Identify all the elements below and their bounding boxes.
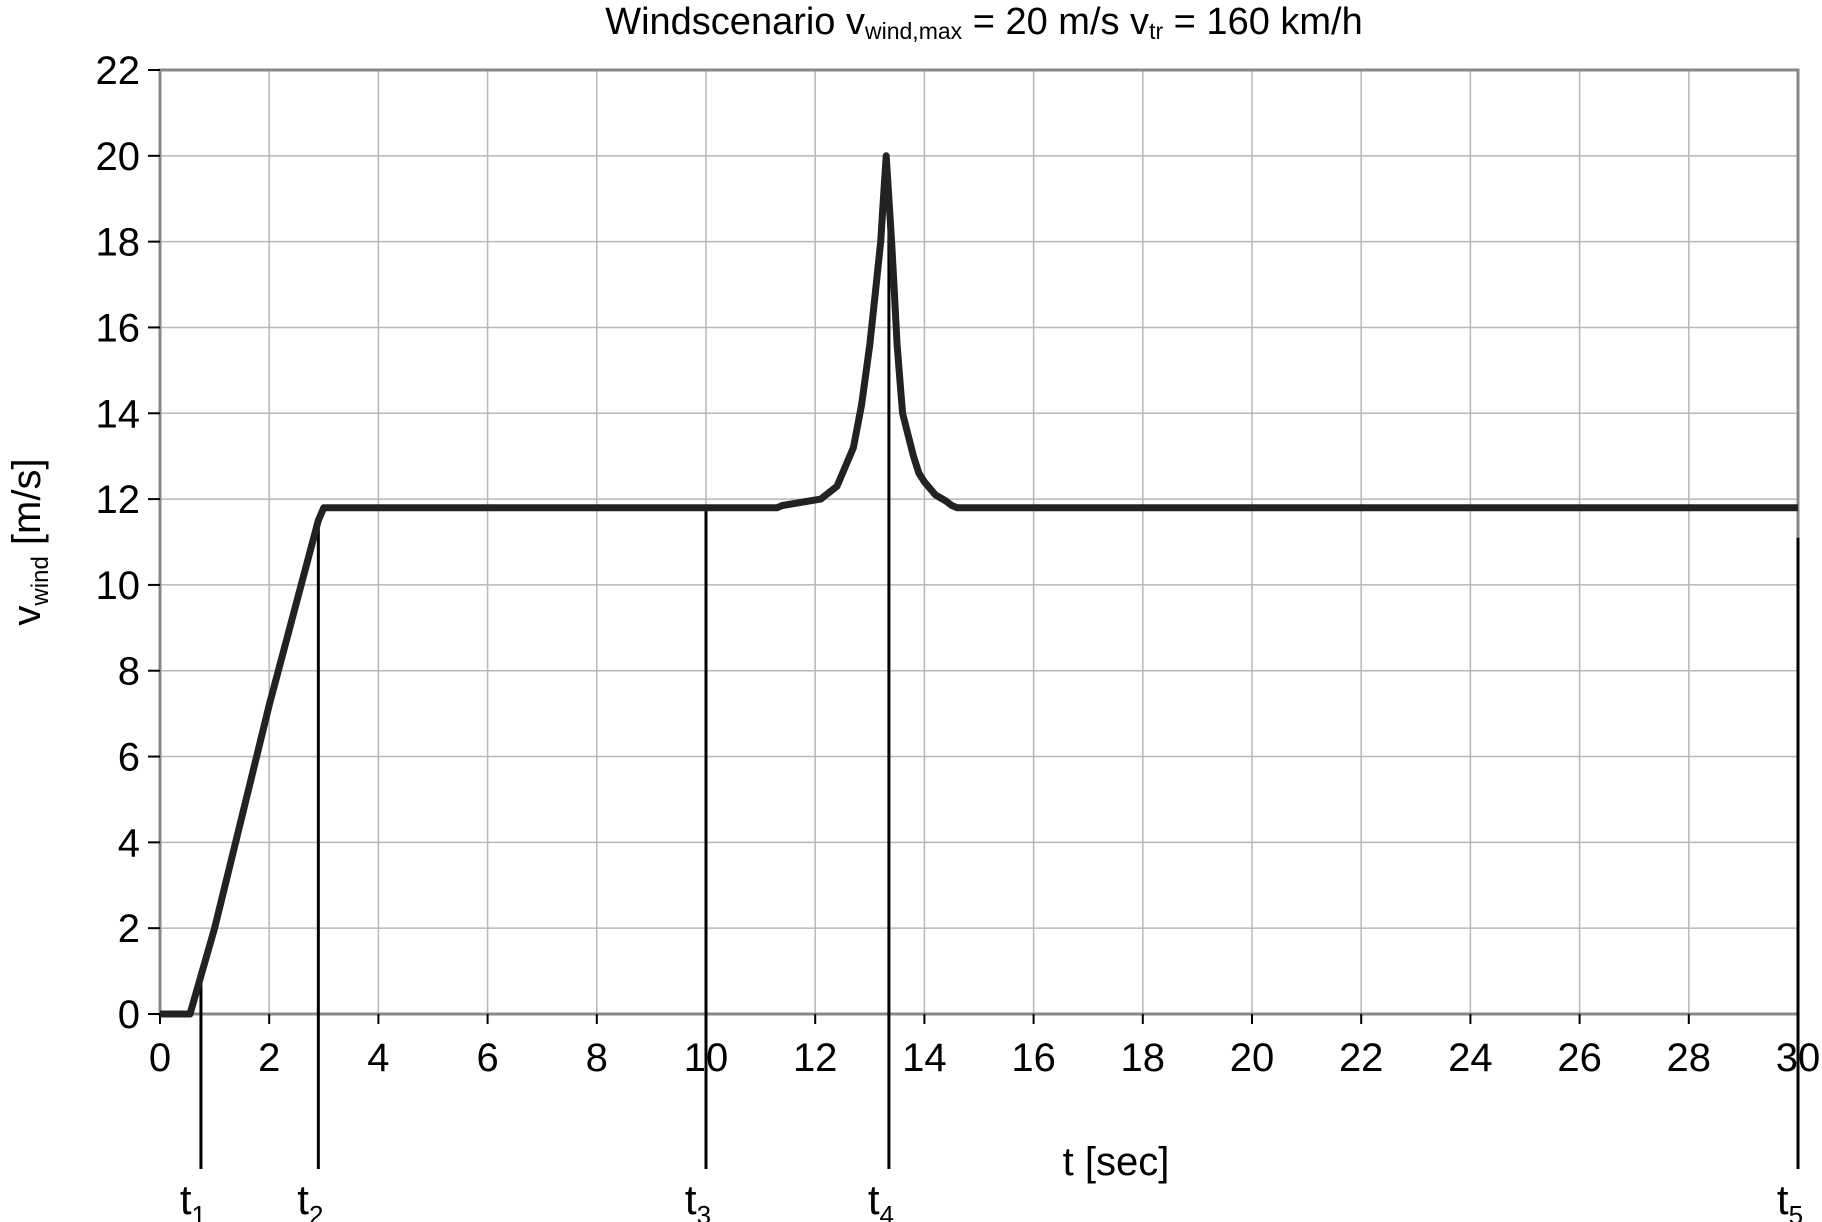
x-axis-ticks: 0 2 4 6 8 10 12 14 16 18 20 22 24 26 28 30	[149, 1014, 1820, 1080]
time-marker-label: t4	[868, 1176, 894, 1222]
time-marker-label: t1	[180, 1176, 206, 1222]
x-axis-label: t [sec]	[1063, 1140, 1170, 1184]
y-tick-label: 10	[96, 564, 141, 608]
time-marker-label: t3	[685, 1176, 711, 1222]
y-axis-label: vwind [m/s]	[5, 458, 54, 625]
y-tick-label: 0	[118, 993, 140, 1037]
y-tick-label: 2	[118, 907, 140, 951]
x-tick-label: 6	[476, 1036, 498, 1080]
time-marker-label: t5	[1777, 1176, 1803, 1222]
x-tick-label: 2	[258, 1036, 280, 1080]
x-tick-label: 14	[902, 1036, 947, 1080]
x-tick-label: 28	[1667, 1036, 1712, 1080]
x-tick-label: 8	[586, 1036, 608, 1080]
x-tick-label: 16	[1011, 1036, 1056, 1080]
y-tick-label: 18	[96, 221, 141, 265]
y-tick-label: 22	[96, 49, 141, 93]
x-tick-label: 0	[149, 1036, 171, 1080]
x-tick-label: 20	[1230, 1036, 1275, 1080]
y-tick-label: 16	[96, 306, 141, 350]
x-tick-label: 24	[1448, 1036, 1493, 1080]
plot-frame	[158, 68, 1800, 1016]
y-tick-label: 14	[96, 392, 141, 436]
chart-title: Windscenario vwind,max = 20 m/s vtr = 16…	[605, 1, 1363, 44]
y-axis-ticks: 0 2 4 6 8 10 12 14 16 18 20 22	[96, 49, 160, 1037]
y-tick-label: 6	[118, 736, 140, 780]
grid	[159, 69, 1799, 1015]
x-tick-label: 18	[1121, 1036, 1166, 1080]
x-tick-label: 22	[1339, 1036, 1384, 1080]
time-markers: t1 t2 t3 t4 t5	[180, 198, 1803, 1222]
y-tick-label: 8	[118, 650, 140, 694]
y-tick-label: 4	[118, 821, 140, 865]
x-tick-label: 26	[1557, 1036, 1602, 1080]
wind-speed-line	[160, 152, 1798, 1018]
x-tick-label: 12	[793, 1036, 838, 1080]
time-marker-label: t2	[297, 1176, 323, 1222]
x-tick-label: 4	[367, 1036, 389, 1080]
y-tick-label: 12	[96, 478, 141, 522]
y-tick-label: 20	[96, 135, 141, 179]
